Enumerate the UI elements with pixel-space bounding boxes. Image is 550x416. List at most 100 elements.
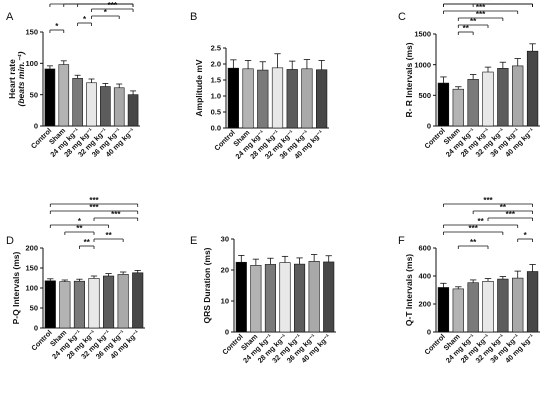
panel-e-bar	[279, 262, 291, 333]
panel-a-y-tick-label: 100	[25, 59, 38, 68]
panel-c-significance-label: **	[463, 24, 470, 33]
panel-b-bar	[316, 69, 328, 129]
panel-f-significance-label: ***	[483, 196, 493, 205]
panel-b-y-tick-label: 2.0	[211, 60, 221, 69]
panel-c-y-tick-label: 500	[418, 91, 431, 100]
panel-a-y-tick-label: 150	[25, 28, 38, 37]
panel-d-bar	[103, 275, 115, 329]
panel-c-y-tick-label: 0	[427, 122, 431, 131]
panel-a-bar	[44, 68, 56, 127]
panel-d-significance-label: **	[84, 238, 91, 247]
panel-a-bar	[86, 82, 97, 127]
panel-f-significance-label: *	[524, 231, 528, 240]
panel-a-bar	[100, 86, 111, 127]
panel-e-y-tick-label: 20	[221, 266, 229, 275]
panel-e-letter: E	[190, 235, 197, 247]
panel-e-y-axis-title: QRS Duration (ms)	[202, 247, 212, 323]
panel-c-significance-label: ***	[476, 3, 486, 12]
panel-f-significance-label: **	[500, 203, 507, 212]
panel-c-y-axis-title: R- R Intervals (ms)	[404, 42, 414, 117]
panel-b-y-tick-label: 2.5	[211, 44, 221, 53]
panel-c-letter: C	[398, 11, 406, 23]
panel-b-y-tick-label: 0.0	[211, 124, 221, 133]
panel-f-significance-label: ***	[506, 210, 516, 219]
panel-c-bar	[452, 88, 464, 127]
panel-f-bar	[482, 281, 494, 333]
panel-d-letter: D	[6, 235, 14, 247]
panel-d-significance-label: ***	[89, 196, 99, 205]
panel-f-significance-label: **	[477, 217, 484, 226]
panel-a-bar	[72, 78, 83, 127]
panel-d-y-tick-label: 50	[30, 304, 38, 313]
panel-f-significance-label: **	[470, 238, 477, 247]
panel-f-y-tick-label: 0	[427, 328, 431, 337]
panel-a-y-axis-subtitle: (beats min.⁻¹)	[16, 51, 26, 106]
panel-a-significance-label: ***	[108, 1, 118, 10]
panel-d-bar	[117, 274, 129, 329]
panel-f-bar	[526, 271, 539, 333]
panel-b-bar	[242, 68, 254, 129]
panel-f-bar	[497, 278, 509, 333]
panel-b-bar	[286, 69, 298, 129]
panel-e-y-tick-label: 30	[221, 235, 229, 244]
panel-d-significance-label: **	[76, 224, 83, 233]
panel-d-significance-label: ***	[111, 210, 121, 219]
panel-b-y-tick-label: 1.5	[211, 76, 221, 85]
panel-c-bar	[526, 50, 539, 127]
panel-d-y-tick-label: 150	[25, 264, 38, 273]
panel-d-bar	[59, 281, 71, 329]
panel-a-significance-label: *	[104, 8, 108, 17]
panel-b-bar	[257, 69, 269, 129]
panel-d-bar	[88, 278, 100, 329]
panel-b-bar	[301, 68, 313, 129]
panel-d-y-tick-label: 0	[34, 324, 38, 333]
panel-d-bar	[132, 272, 144, 329]
panel-d-bar	[44, 280, 56, 329]
panel-c-bar	[467, 79, 479, 127]
panel-c-y-tick-label: 1000	[414, 60, 431, 69]
panel-c-bar	[497, 68, 509, 127]
panel-a-significance-label: ***	[94, 0, 104, 5]
panel-f-y-tick-label: 200	[418, 300, 431, 309]
panel-e-bar	[294, 263, 306, 333]
panel-d-y-tick-label: 100	[25, 284, 38, 293]
panel-c-significance-label: ***	[476, 10, 486, 19]
panel-f-y-axis-title: Q-T Intervals (ms)	[404, 254, 414, 326]
panel-e-bar	[308, 261, 320, 333]
panel-a-bar	[58, 64, 70, 127]
panel-f-letter: F	[398, 235, 405, 247]
panel-d-y-axis-title: P-Q Intervals (ms)	[11, 251, 21, 324]
panel-a-y-tick-label: 0	[34, 122, 38, 131]
panel-c-significance-label: **	[470, 17, 477, 26]
panel-d-y-tick-label: 200	[25, 244, 38, 253]
panel-d-significance-label: ***	[89, 203, 99, 212]
panel-c-significance-label: ***	[498, 0, 508, 5]
panel-a-y-tick-label: 50	[30, 90, 38, 99]
panel-a-letter: A	[6, 11, 14, 23]
panel-f-y-tick-label: 400	[418, 272, 431, 281]
panel-a-y-axis-title: Heart rate	[7, 59, 17, 99]
panel-c-significance-label: ***	[483, 0, 493, 5]
panel-f-significance-label: ***	[468, 224, 478, 233]
panel-b-y-axis-title: Amplitude mV	[194, 59, 204, 116]
panel-c-significance-label: ***	[483, 0, 493, 5]
panel-a-bar	[113, 87, 125, 127]
panel-c-y-tick-label: 1500	[414, 30, 431, 39]
panel-a-significance-label: *	[83, 15, 87, 24]
panel-e-bar	[235, 261, 247, 333]
panel-c-bar	[512, 65, 524, 127]
panel-e-y-tick-label: 0	[225, 328, 229, 337]
panel-d-significance-label: **	[105, 231, 112, 240]
panel-e-bar	[264, 264, 276, 333]
panel-b-y-tick-label: 0.5	[211, 108, 221, 117]
panel-f-bar	[452, 288, 464, 333]
panel-a-significance-label: ***	[101, 0, 111, 5]
panel-d-significance-label: *	[78, 217, 82, 226]
